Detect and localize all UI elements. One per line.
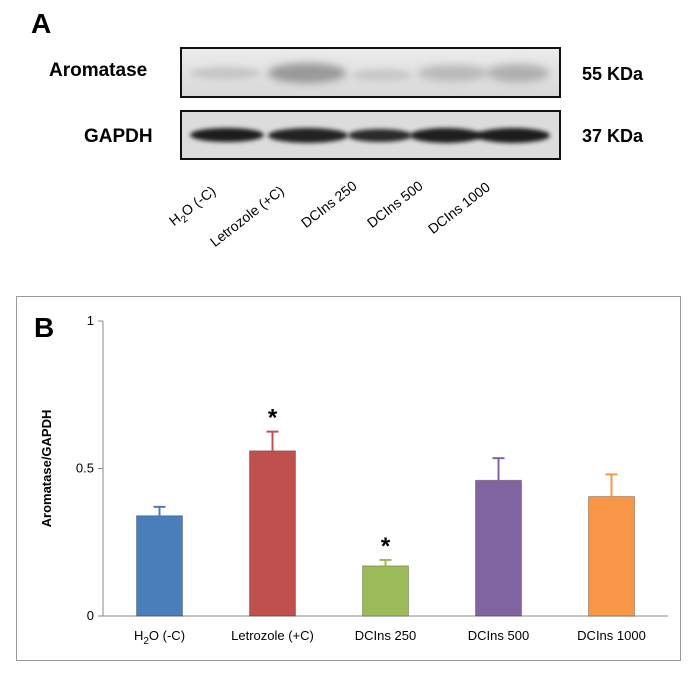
- bar: [588, 496, 635, 617]
- panel-b-letter: B: [34, 312, 55, 343]
- aromatase-band: [268, 63, 346, 83]
- bar: [249, 450, 296, 617]
- x-tick-label: DCIns 500: [468, 628, 529, 643]
- x-tick-label: H2O (-C): [134, 628, 185, 647]
- aromatase-row-label: Aromatase: [49, 60, 148, 81]
- y-tick-label: 0.5: [76, 461, 94, 476]
- aromatase-band: [487, 64, 549, 82]
- aromatase-band: [352, 69, 412, 81]
- y-tick-label: 0: [87, 608, 94, 623]
- bar: [475, 479, 522, 617]
- gapdh-band: [348, 129, 412, 142]
- gapdh-row-label: GAPDH: [84, 126, 153, 147]
- x-tick-label: DCIns 250: [355, 628, 416, 643]
- significance-marker: *: [381, 533, 391, 560]
- y-axis-label: Aromatase/GAPDH: [39, 410, 54, 528]
- gapdh-band: [190, 128, 264, 142]
- aromatase-band: [418, 65, 488, 81]
- aromatase-kda-label: 55 KDa: [582, 64, 644, 84]
- panel-a-letter: A: [31, 8, 52, 39]
- significance-marker: *: [268, 405, 278, 432]
- gapdh-band: [268, 128, 348, 143]
- bar: [136, 515, 183, 617]
- y-tick-label: 1: [87, 313, 94, 328]
- gapdh-band: [410, 128, 482, 143]
- x-tick-label: Letrozole (+C): [231, 628, 314, 643]
- aromatase-band: [190, 67, 260, 79]
- x-tick-label: DCIns 1000: [577, 628, 646, 643]
- bar: [362, 565, 409, 617]
- aromatase-blot-image: [180, 47, 561, 98]
- gapdh-blot-image: [180, 110, 561, 160]
- gapdh-band: [476, 128, 550, 143]
- chart-frame: [16, 296, 681, 661]
- gapdh-kda-label: 37 KDa: [582, 126, 644, 146]
